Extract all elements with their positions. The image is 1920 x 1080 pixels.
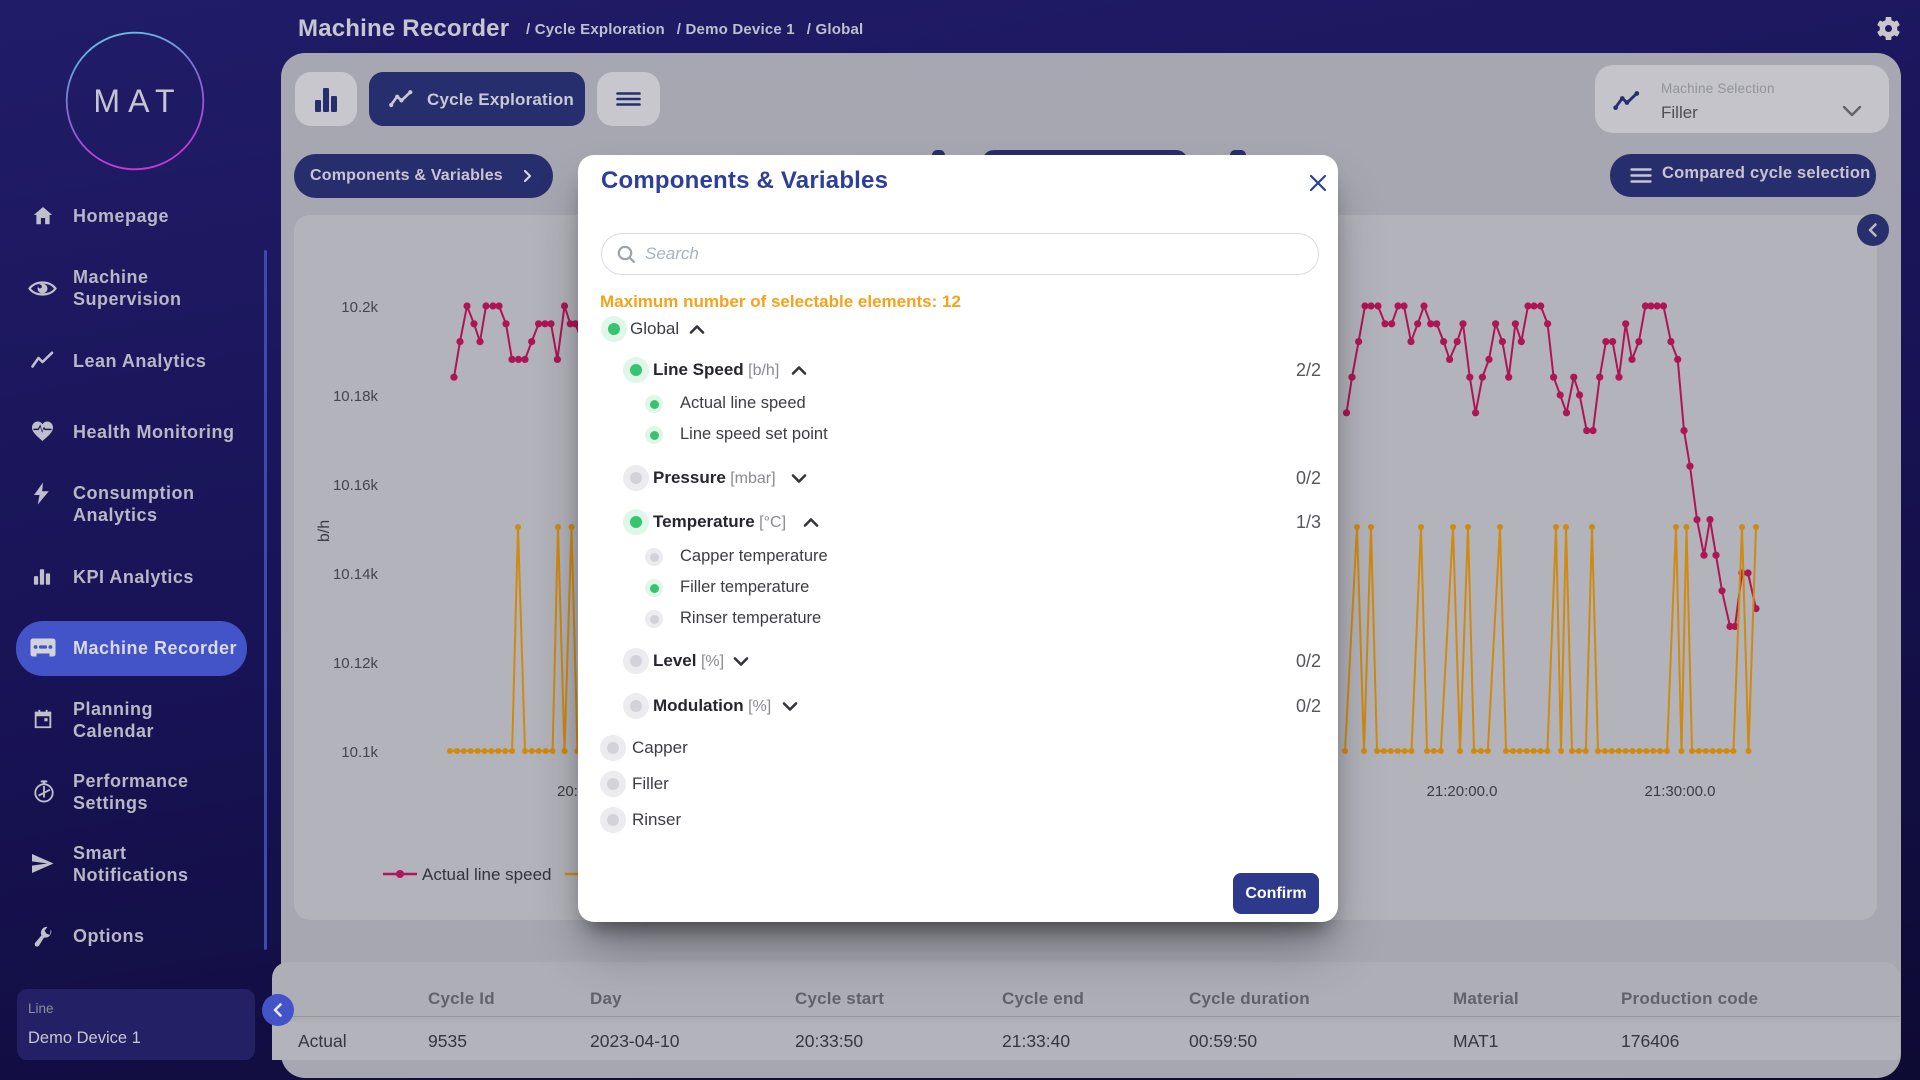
- svg-text:MAT: MAT: [93, 83, 182, 119]
